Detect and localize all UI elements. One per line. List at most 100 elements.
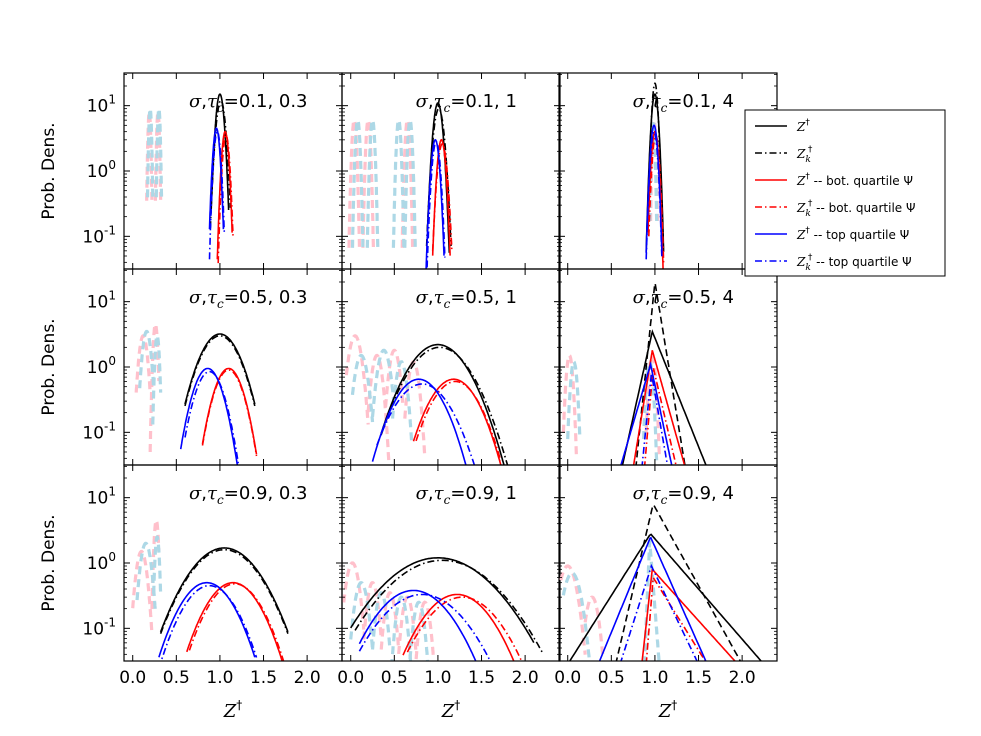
curve-z-bot-quartile- [402,593,515,661]
curve-lightblue-reference [566,360,582,440]
curve-z-top-quartile- [358,589,477,661]
curve-z-k- [184,334,256,407]
curve-z- [380,343,505,465]
curve-z-k-top-quartile- [376,383,476,465]
legend-entry: Z† [755,118,810,134]
x-tick-label: 0.0 [119,668,146,688]
panel-grid: 101 100 10-1 Prob. Dens. σ,τc=0.1, 0.3 σ,τc=0… [39,72,778,722]
legend-label: Z† -- bot. quartile Ψ [796,172,913,188]
curve-lightblue-reference [152,535,163,594]
curve-z-k-bot-quartile- [201,369,258,457]
curve-pink-reference [414,600,436,660]
curve-lightblue-reference [391,118,406,248]
curve-z-k- [647,82,663,229]
x-tick-label: 1.5 [685,668,712,688]
legend-label: Z† -- top quartile Ψ [796,226,909,242]
curve-pink-reference [403,360,427,458]
legend-label: Zk† -- bot. quartile Ψ [796,199,915,219]
x-tick-label: 1.5 [250,668,277,688]
legend-label: Zk† -- top quartile Ψ [796,253,912,273]
curve-lightblue-reference [403,118,417,248]
panel-title: σ,τc=0.5, 0.3 [189,287,308,311]
panel-r3c2: 0.0 0.5 1.0 1.5 2.0 Z† σ,τc=0.9, 1 [337,464,561,722]
legend-entry: Z† -- bot. quartile Ψ [755,172,913,188]
curve-lightblue-reference [151,334,163,425]
curve-pink-reference [379,591,401,650]
curve-lightblue-reference [390,595,413,661]
curve-pink-reference [384,348,405,408]
x-axis-label: Z† [441,698,461,722]
legend-entry: Zk† [755,145,813,165]
curve-pink-reference [400,118,415,248]
curve-z-k-top-quartile- [620,563,698,661]
curve-z-k-top-quartile- [160,584,258,661]
curve-pink-reference [342,561,366,630]
curve-pink-reference [561,353,578,457]
curve-z-k-bot-quartile- [431,143,453,252]
curve-lightblue-reference [561,571,592,661]
curve-z-k- [615,503,742,661]
x-tick-label: 2.0 [512,668,539,688]
curve-pink-reference [131,549,154,634]
y-tick-label: 100 [87,354,116,378]
curve-z-bot-quartile- [641,569,736,661]
panel-curves [131,518,289,661]
panel-r3c3: 0.0 0.5 1.0 1.5 2.0 Z† σ,τc=0.9, 4 [554,464,778,722]
y-tick-label: 101 [87,485,116,509]
x-tick-label: 1.0 [206,668,233,688]
panel-curves [645,82,665,269]
curve-pink-reference [347,118,361,248]
curve-z-k-top-quartile- [426,141,446,269]
x-tick-label: 1.0 [424,668,451,688]
curve-z-k-top-quartile- [208,130,226,260]
legend-entry: Zk† -- top quartile Ψ [755,253,912,273]
y-tick-label: 10-1 [82,223,116,247]
curve-z- [350,556,535,643]
panel-curves [145,93,234,264]
curve-z-k-bot-quartile- [415,380,502,462]
curve-z-bot-quartile- [216,130,233,260]
panel-title: σ,τc=0.1, 1 [416,91,517,115]
x-tick-label: 0.5 [598,668,625,688]
panel-title: σ,τc=0.9, 1 [416,483,517,507]
x-tick-label: 0.0 [554,668,581,688]
panel-curves [344,334,509,465]
curve-z- [621,329,707,465]
x-tick-label: 1.5 [468,668,495,688]
curve-lightblue-reference [349,581,375,650]
curve-z-k-bot-quartile- [217,134,234,264]
legend-label: Z† [796,118,810,134]
y-tick-label: 101 [87,93,116,117]
curve-z-bot-quartile- [632,350,686,465]
panel-curves [347,102,453,269]
panel-curves [559,503,763,661]
y-tick-label: 101 [87,289,116,313]
y-tick-label: 100 [87,158,116,182]
x-tick-label: 1.0 [641,668,668,688]
legend-label: Zk† [796,145,813,165]
panel-r1c1: 101 100 10-1 Prob. Dens. σ,τc=0.1, 0.3 [39,72,343,270]
panel-r1c3: σ,τc=0.1, 4 [558,72,778,270]
curve-z-k-top-quartile- [358,593,492,661]
curve-pink-reference [583,595,605,654]
curve-z-top-quartile- [598,536,707,661]
x-tick-label: 0.0 [337,668,364,688]
panel-r2c3: σ,τc=0.5, 4 [558,268,778,466]
curve-z-bot-quartile- [186,581,283,661]
curve-z-k-top-quartile- [184,370,240,465]
y-tick-label: 10-1 [82,419,116,443]
curve-z-top-quartile- [179,367,239,465]
legend-frame [744,109,946,277]
panel-title: σ,τc=0.1, 0.3 [189,91,308,115]
curve-z- [568,533,763,661]
curve-z- [159,547,289,633]
curve-z-k-bot-quartile- [406,596,523,661]
curve-lightblue-reference [391,360,414,444]
legend: Z† Zk† Z† -- bot. quartile Ψ Zk† -- bot. qu… [744,109,946,277]
panel-r2c1: 101 100 10-1 Prob. Dens. σ,τc=0.5, 0.3 [39,268,343,466]
curve-pink-reference [344,334,370,425]
curve-z-top-quartile- [158,581,256,658]
x-axis-label: Z† [223,698,243,722]
y-axis-label: Prob. Dens. [39,318,59,415]
